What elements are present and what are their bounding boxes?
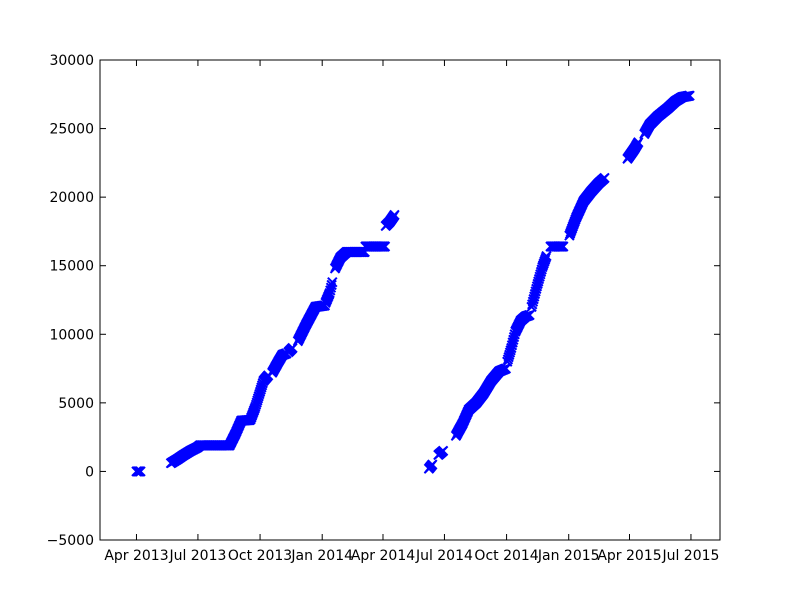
- y-tick-label: 30000: [49, 53, 94, 69]
- y-tick-label: 25000: [49, 122, 94, 138]
- x-tick-label: Jan 2014: [290, 548, 353, 564]
- data-point: [524, 309, 535, 321]
- data-point: [326, 279, 337, 291]
- data-point: [599, 172, 610, 184]
- y-tick-label: 5000: [58, 396, 94, 412]
- data-point: [633, 137, 644, 148]
- x-tick-label: Oct 2013: [228, 548, 292, 564]
- data-point: [287, 342, 298, 354]
- data-point: [135, 466, 146, 477]
- data-point: [327, 276, 338, 288]
- x-tick-label: Jul 2014: [415, 548, 473, 564]
- y-axis: −5000 0 5000 10000 15000 20000 25000 30000: [47, 53, 720, 549]
- y-tick-label: 20000: [49, 190, 94, 206]
- data-point: [684, 90, 695, 101]
- x-tick-label: Apr 2015: [597, 548, 661, 564]
- y-tick-label: 0: [85, 464, 94, 480]
- data-point: [437, 445, 449, 457]
- x-tick-label: Apr 2013: [104, 548, 168, 564]
- x-tick-label: Jul 2015: [661, 548, 719, 564]
- data-point: [541, 250, 552, 262]
- y-tick-label: 10000: [49, 327, 94, 343]
- x-tick-label: Apr 2014: [351, 548, 415, 564]
- y-tick-label: 15000: [49, 259, 94, 275]
- plot-frame: [99, 59, 721, 541]
- plot-background: [100, 60, 720, 540]
- data-points: [131, 90, 695, 477]
- x-tick-label: Jan 2015: [537, 548, 600, 564]
- y-tick-label: −5000: [47, 533, 94, 549]
- x-tick-label: Oct 2014: [474, 548, 538, 564]
- data-point: [379, 241, 391, 252]
- data-point: [389, 209, 400, 221]
- x-tick-label: Jul 2013: [168, 548, 226, 564]
- data-point: [427, 459, 438, 470]
- data-point: [558, 241, 569, 252]
